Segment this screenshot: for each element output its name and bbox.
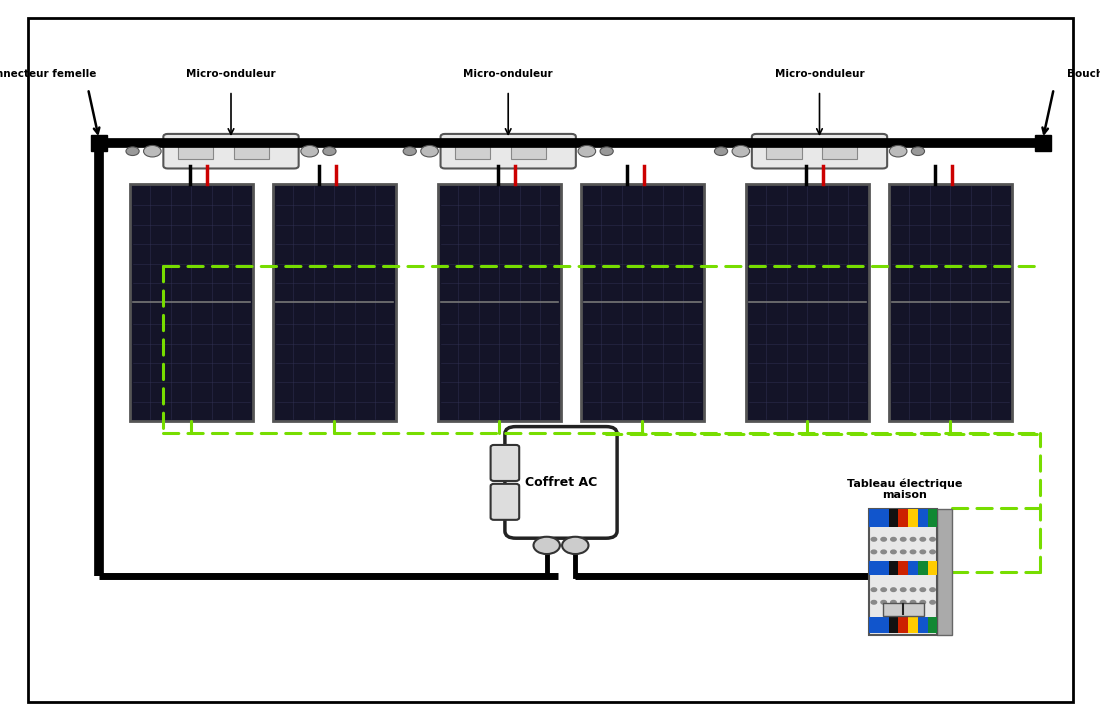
Bar xyxy=(510,143,547,159)
Bar xyxy=(178,143,213,159)
Bar xyxy=(869,509,937,635)
Bar xyxy=(869,618,879,632)
FancyBboxPatch shape xyxy=(163,134,298,168)
Circle shape xyxy=(871,588,877,592)
Circle shape xyxy=(403,147,416,156)
Bar xyxy=(233,143,268,159)
Bar xyxy=(438,184,561,421)
Circle shape xyxy=(930,588,935,592)
Circle shape xyxy=(891,537,896,541)
Circle shape xyxy=(881,550,887,554)
Bar xyxy=(927,561,937,575)
Bar xyxy=(909,561,917,575)
Text: Bouchon mâle: Bouchon mâle xyxy=(1067,69,1100,79)
Circle shape xyxy=(911,147,925,156)
Bar xyxy=(927,618,937,632)
Circle shape xyxy=(579,145,596,157)
Text: Tableau électrique
maison: Tableau électrique maison xyxy=(847,478,962,500)
Circle shape xyxy=(901,537,906,541)
Circle shape xyxy=(911,550,916,554)
Circle shape xyxy=(930,600,935,604)
Bar xyxy=(889,618,899,632)
Circle shape xyxy=(143,145,161,157)
Circle shape xyxy=(125,147,139,156)
Circle shape xyxy=(871,537,877,541)
Bar xyxy=(899,561,909,575)
Bar xyxy=(869,509,879,527)
Circle shape xyxy=(920,600,925,604)
Circle shape xyxy=(323,147,337,156)
Bar xyxy=(889,184,1012,421)
Circle shape xyxy=(534,537,560,554)
Circle shape xyxy=(881,600,887,604)
Text: Micro-onduleur: Micro-onduleur xyxy=(774,69,865,79)
Bar xyxy=(581,184,704,421)
Bar xyxy=(879,509,889,527)
FancyBboxPatch shape xyxy=(491,445,519,481)
Circle shape xyxy=(901,588,906,592)
Bar xyxy=(899,509,909,527)
Text: Micro-onduleur: Micro-onduleur xyxy=(186,69,276,79)
Circle shape xyxy=(715,147,728,156)
Circle shape xyxy=(891,550,896,554)
Bar xyxy=(917,561,927,575)
Bar xyxy=(917,509,927,527)
FancyBboxPatch shape xyxy=(440,134,576,168)
Bar xyxy=(455,143,491,159)
Circle shape xyxy=(891,600,896,604)
Circle shape xyxy=(901,600,906,604)
Bar xyxy=(746,184,869,421)
Bar xyxy=(927,509,937,527)
Circle shape xyxy=(733,145,750,157)
Text: Coffret AC: Coffret AC xyxy=(525,476,597,489)
Bar xyxy=(909,618,917,632)
Text: Connecteur femelle: Connecteur femelle xyxy=(0,69,96,79)
Circle shape xyxy=(911,600,916,604)
Circle shape xyxy=(901,550,906,554)
Circle shape xyxy=(930,537,935,541)
Circle shape xyxy=(301,145,319,157)
Circle shape xyxy=(601,147,614,156)
Circle shape xyxy=(562,537,588,554)
Bar xyxy=(909,509,917,527)
Bar xyxy=(767,143,802,159)
Circle shape xyxy=(911,588,916,592)
Circle shape xyxy=(881,537,887,541)
Circle shape xyxy=(920,537,925,541)
FancyBboxPatch shape xyxy=(491,484,519,520)
Circle shape xyxy=(881,588,887,592)
Circle shape xyxy=(891,588,896,592)
Circle shape xyxy=(930,550,935,554)
Circle shape xyxy=(871,600,877,604)
Bar xyxy=(822,143,858,159)
Bar xyxy=(879,561,889,575)
Circle shape xyxy=(920,588,925,592)
Text: Micro-onduleur: Micro-onduleur xyxy=(463,69,553,79)
Bar xyxy=(899,618,909,632)
Circle shape xyxy=(420,145,438,157)
FancyBboxPatch shape xyxy=(505,426,617,539)
FancyBboxPatch shape xyxy=(752,134,887,168)
Bar xyxy=(882,603,924,616)
Bar xyxy=(879,618,889,632)
Bar xyxy=(130,184,253,421)
Bar xyxy=(889,561,899,575)
Circle shape xyxy=(889,145,906,157)
Bar xyxy=(869,561,879,575)
Circle shape xyxy=(871,550,877,554)
Circle shape xyxy=(911,537,916,541)
Bar xyxy=(889,509,899,527)
Circle shape xyxy=(920,550,925,554)
Bar xyxy=(917,618,927,632)
Bar xyxy=(273,184,396,421)
Bar xyxy=(937,509,952,635)
